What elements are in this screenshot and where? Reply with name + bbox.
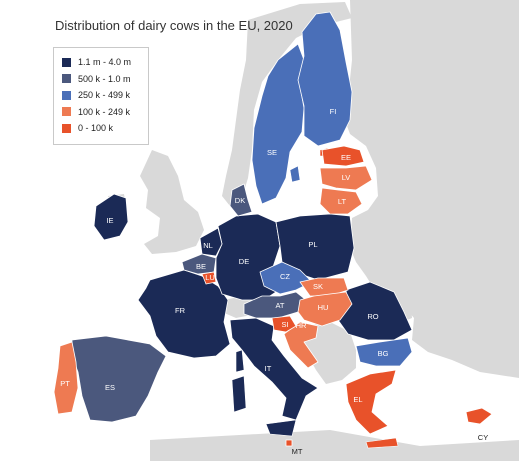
legend-swatch: [62, 107, 71, 117]
map-title: Distribution of dairy cows in the EU, 20…: [55, 18, 293, 33]
legend-swatch: [62, 74, 71, 84]
island-fr: [235, 349, 245, 373]
legend: 1.1 m - 4.0 m 500 k - 1.0 m 250 k - 499 …: [53, 47, 149, 145]
country-label-hu: HU: [318, 303, 329, 312]
island-it: [231, 375, 247, 413]
legend-label: 250 k - 499 k: [78, 90, 131, 101]
country-ee: [321, 145, 365, 167]
country-label-lu: LU: [205, 273, 215, 282]
country-labels: FR DE NL PL IE IT RO BE DK AT ES SE FI CZ BG LV LT SK HU HR…: [60, 107, 488, 456]
country-label-nl: NL: [203, 241, 213, 250]
country-lt: [319, 187, 363, 215]
country-mt: [285, 439, 293, 447]
country-label-ee: EE: [341, 153, 351, 162]
eu-countries: [53, 11, 493, 449]
legend-item-class-4: 100 k - 249 k: [62, 104, 148, 121]
country-label-lt: LT: [338, 197, 347, 206]
country-label-at: AT: [275, 301, 284, 310]
legend-item-class-3: 250 k - 499 k: [62, 87, 148, 104]
legend-swatch: [62, 90, 71, 100]
country-label-cz: CZ: [280, 272, 290, 281]
country-hr: [283, 321, 319, 369]
country-label-el: EL: [353, 395, 362, 404]
legend-swatch: [62, 57, 71, 67]
country-label-es: ES: [105, 383, 115, 392]
country-label-mt: MT: [292, 447, 303, 456]
country-si: [271, 315, 297, 333]
country-lv: [319, 165, 373, 191]
non-eu-land-shape: [344, 0, 519, 378]
country-label-be: BE: [196, 262, 206, 271]
country-es: [71, 335, 167, 423]
country-label-de: DE: [239, 257, 249, 266]
country-label-pl: PL: [308, 240, 317, 249]
country-cy: [465, 407, 493, 425]
legend-label: 500 k - 1.0 m: [78, 73, 131, 84]
island-el: [365, 437, 399, 449]
country-ie: [93, 193, 129, 241]
country-el: [345, 369, 397, 435]
country-label-lv: LV: [342, 173, 351, 182]
country-nl: [199, 227, 223, 257]
country-label-bg: BG: [378, 349, 389, 358]
legend-swatch: [62, 123, 71, 133]
legend-label: 100 k - 249 k: [78, 106, 131, 117]
country-fi: [297, 11, 353, 147]
country-label-dk: DK: [235, 196, 245, 205]
legend-label: 1.1 m - 4.0 m: [78, 57, 132, 68]
country-pt: [53, 341, 79, 415]
country-label-sk: SK: [313, 282, 323, 291]
country-pl: [275, 213, 355, 281]
country-label-fi: FI: [330, 107, 337, 116]
non-eu-land-shape: [140, 150, 204, 254]
country-label-si: SI: [281, 320, 288, 329]
country-label-pt: PT: [60, 379, 70, 388]
country-label-cy: CY: [478, 433, 488, 442]
country-label-fr: FR: [175, 306, 186, 315]
country-sk: [299, 277, 349, 297]
country-bg: [355, 337, 413, 367]
country-label-ie: IE: [106, 216, 113, 225]
country-label-se: SE: [267, 148, 277, 157]
country-it: [229, 317, 319, 421]
country-lu: [201, 271, 217, 285]
island-se: [289, 165, 301, 183]
legend-item-class-1: 1.1 m - 4.0 m: [62, 54, 148, 71]
country-label-it: IT: [265, 364, 272, 373]
legend-item-class-5: 0 - 100 k: [62, 120, 148, 137]
country-label-ro: RO: [367, 312, 378, 321]
non-eu-land-shape: [150, 430, 519, 461]
non-eu-land-shape: [222, 2, 352, 206]
country-dk: [229, 183, 253, 217]
legend-label: 0 - 100 k: [78, 123, 114, 134]
country-hu: [297, 291, 353, 327]
non-eu-land: [108, 0, 519, 461]
island-it: [265, 419, 297, 437]
legend-item-class-2: 500 k - 1.0 m: [62, 71, 148, 88]
country-label-hr: HR: [296, 321, 307, 330]
